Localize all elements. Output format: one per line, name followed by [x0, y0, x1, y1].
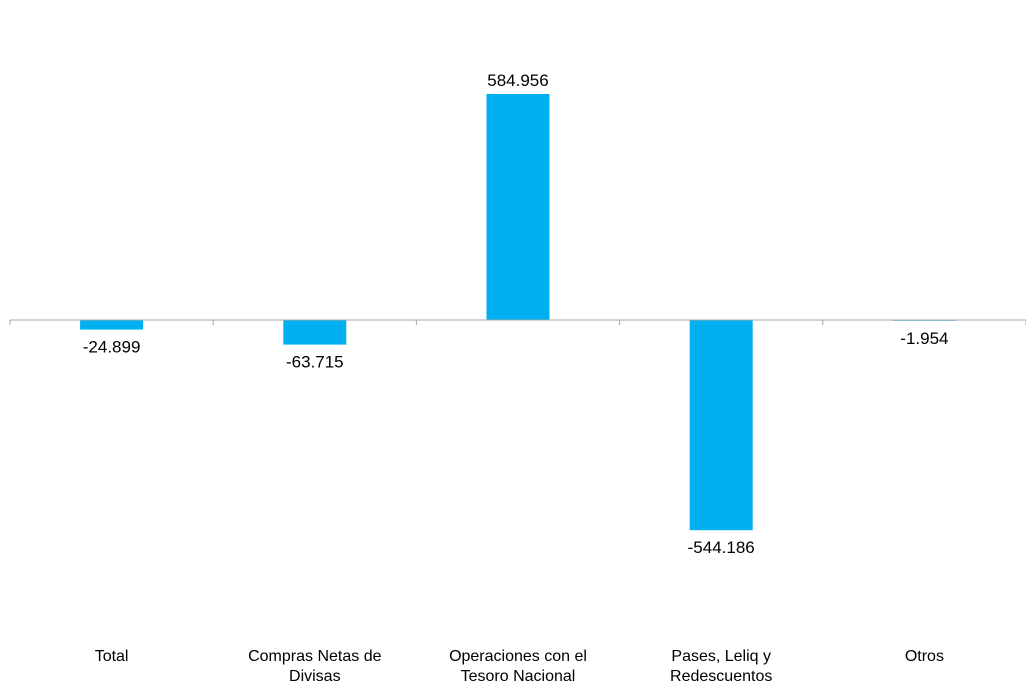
value-label-2: 584.956 [487, 71, 548, 90]
bars-layer [80, 94, 956, 531]
category-label-2: Operaciones con el Tesoro Nacional [449, 648, 587, 684]
value-label-4: -1.954 [900, 329, 948, 348]
category-label-line: Divisas [289, 668, 341, 684]
category-label-line: Pases, Leliq y [671, 648, 771, 665]
value-label-1: -63.715 [286, 353, 344, 372]
bar-3 [689, 320, 753, 531]
category-label-line: Redescuentos [670, 668, 772, 684]
bar-2 [486, 94, 550, 320]
bar-1 [283, 320, 347, 345]
category-label-line: Total [95, 648, 129, 665]
value-label-3: -544.186 [688, 538, 755, 557]
value-labels-layer: -24.899 -63.715 584.956 -544.186 -1.954 [83, 71, 949, 557]
category-label-4: Otros [905, 648, 944, 665]
category-label-line: Otros [905, 648, 944, 665]
value-label-0: -24.899 [83, 338, 141, 357]
category-labels-layer: Total Compras Netas de Divisas Operaciones … [95, 648, 944, 684]
category-label-1: Compras Netas de Divisas [248, 648, 381, 684]
axis-layer [9, 319, 1026, 325]
category-label-3: Pases, Leliq y Redescuentos [670, 648, 772, 684]
category-label-line: Operaciones con el [449, 648, 587, 665]
category-label-line: Compras Netas de [248, 648, 381, 665]
category-label-0: Total [95, 648, 129, 665]
category-label-line: Tesoro Nacional [461, 668, 576, 684]
bar-0 [80, 320, 144, 330]
